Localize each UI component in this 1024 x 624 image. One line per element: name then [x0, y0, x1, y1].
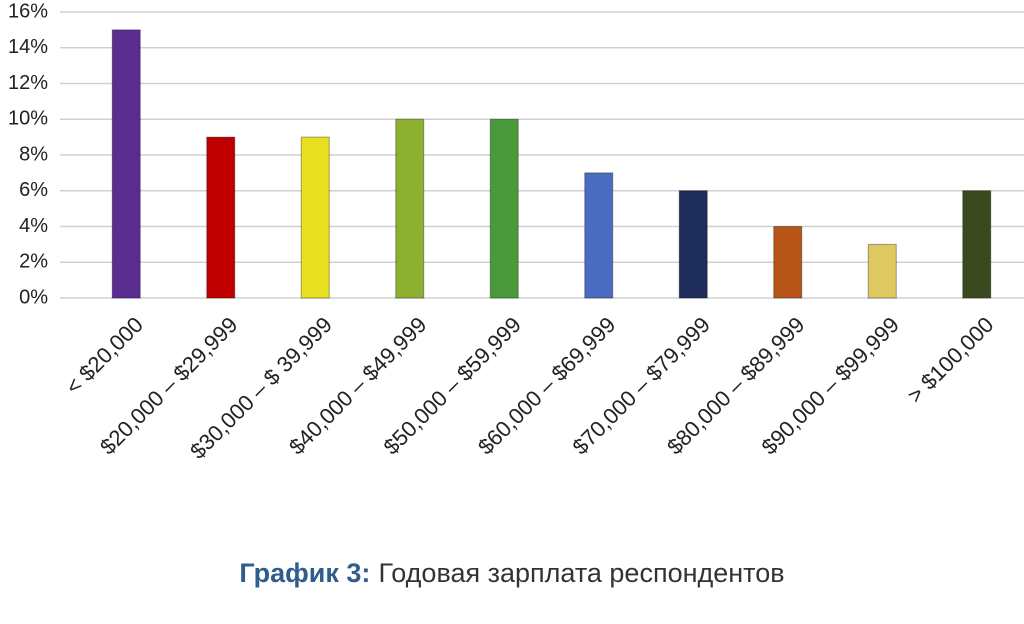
caption: График 3: Годовая зарплата респондентов	[239, 558, 784, 588]
bar	[489, 118, 519, 299]
y-tick-label: 6%	[19, 179, 48, 201]
bar	[773, 226, 803, 299]
bar	[395, 118, 425, 299]
bar	[111, 29, 141, 299]
bar	[206, 136, 236, 299]
y-tick-label: 12%	[8, 72, 48, 94]
y-tick-label: 2%	[19, 251, 48, 273]
bar	[584, 172, 614, 299]
caption-text: Годовая зарплата респондентов	[378, 558, 784, 588]
y-tick-label: 4%	[19, 215, 48, 237]
y-tick-label: 16%	[8, 0, 48, 22]
x-tick-label: > $100,000	[902, 312, 998, 408]
caption-label: График 3:	[239, 558, 370, 588]
bar	[300, 136, 330, 299]
bar	[867, 243, 897, 299]
bar	[678, 190, 708, 299]
y-tick-label: 0%	[19, 286, 48, 308]
x-tick-label: < $20,000	[61, 312, 148, 399]
y-tick-label: 14%	[8, 36, 48, 58]
y-tick-label: 10%	[8, 108, 48, 130]
y-tick-label: 8%	[19, 143, 48, 165]
bar	[962, 190, 992, 299]
